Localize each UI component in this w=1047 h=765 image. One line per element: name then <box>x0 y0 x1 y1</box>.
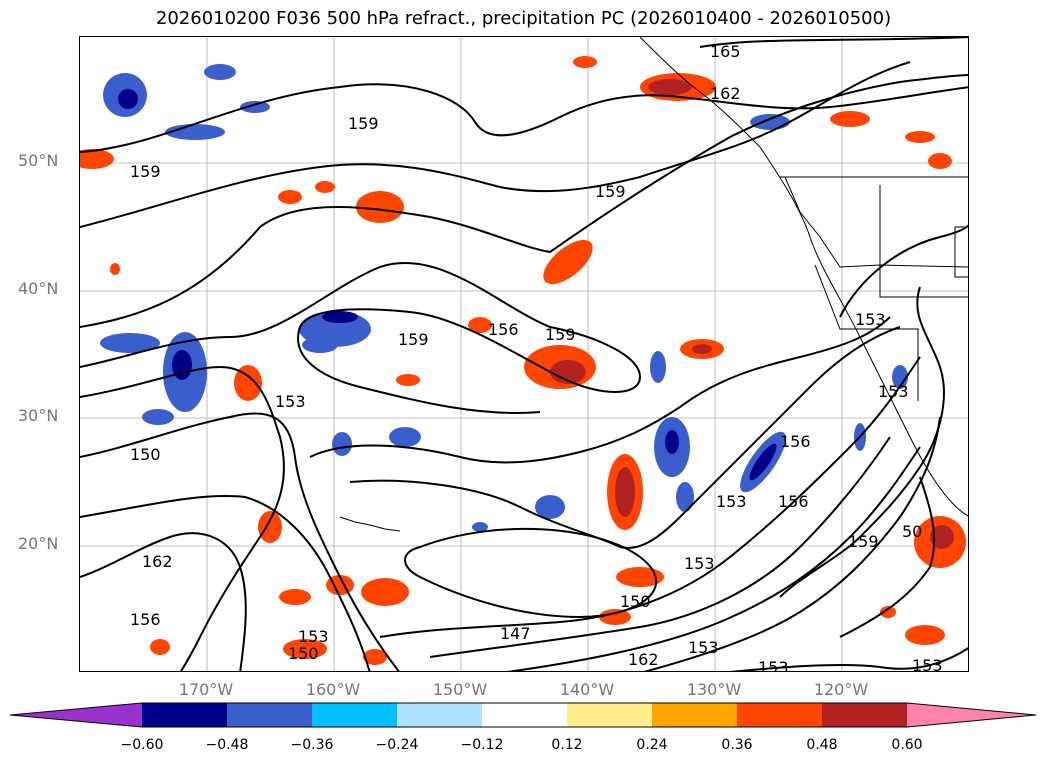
negative-precip-areas <box>100 64 908 532</box>
colorbar-segment <box>737 703 822 727</box>
contour-label: 156 <box>488 320 519 339</box>
lon-label: 130°W <box>686 680 742 699</box>
contour-label: 153 <box>855 310 886 329</box>
colorbar-tick: −0.60 <box>120 737 164 753</box>
lon-label: 140°W <box>559 680 615 699</box>
colorbar-tick: 0.24 <box>636 737 668 753</box>
contour-label: 165 <box>710 42 741 61</box>
contour-label-layer: 165 162 159 159 159 156 159 159 153 150 … <box>130 42 943 672</box>
colorbar-segment <box>142 703 227 727</box>
map-canvas: 165 162 159 159 159 156 159 159 153 150 … <box>80 37 968 672</box>
contour-label: 153 <box>758 658 789 672</box>
contour-label: 147 <box>500 624 531 643</box>
colorbar-segment <box>482 703 567 727</box>
colorbar-segment <box>652 703 737 727</box>
contour-label: 153 <box>716 492 747 511</box>
colorbar-tick: 0.48 <box>806 737 838 753</box>
positive-precip-areas <box>80 56 966 665</box>
colorbar-tick: 0.36 <box>721 737 753 753</box>
refractivity-contours <box>80 37 968 671</box>
contour-label: 153 <box>878 382 909 401</box>
colorbar-segment <box>822 703 907 727</box>
colorbar-segment <box>397 703 482 727</box>
colorbar-tick: −0.24 <box>375 737 419 753</box>
colorbar-outline <box>10 702 1036 728</box>
contour-label: 162 <box>710 84 741 103</box>
contour-label: 159 <box>545 325 576 344</box>
colorbar-segment <box>312 703 397 727</box>
contour-label: 156 <box>778 492 809 511</box>
colorbar-tick: −0.12 <box>460 737 504 753</box>
contour-label: 159 <box>595 182 626 201</box>
colorbar-segment <box>227 703 312 727</box>
contour-label: 156 <box>780 432 811 451</box>
contour-label: 150 <box>288 644 319 663</box>
map-title: 2026010200 F036 500 hPa refract., precip… <box>155 8 892 29</box>
lat-label: 40°N <box>18 279 59 298</box>
lon-label: 160°W <box>305 680 361 699</box>
contour-label: 150 <box>130 445 161 464</box>
contour-label: 162 <box>628 650 659 669</box>
colorbar-segment <box>907 703 1036 727</box>
colorbar <box>10 702 1036 728</box>
contour-label: 159 <box>348 114 379 133</box>
contour-label: 162 <box>142 552 173 571</box>
contour-label: 50 <box>902 522 922 541</box>
colorbar-tick: −0.36 <box>290 737 334 753</box>
contour-label: 153 <box>912 656 943 672</box>
contour-label: 153 <box>684 554 715 573</box>
contour-label: 153 <box>275 392 306 411</box>
map-panel: 165 162 159 159 159 156 159 159 153 150 … <box>79 36 969 672</box>
lat-label: 50°N <box>18 151 59 170</box>
coastlines <box>339 37 968 532</box>
lat-label: 30°N <box>18 406 59 425</box>
colorbar-segment <box>10 703 142 727</box>
lat-label: 20°N <box>18 534 59 553</box>
colorbar-tick: 0.12 <box>551 737 583 753</box>
contour-label: 159 <box>398 330 429 349</box>
lon-label: 120°W <box>813 680 869 699</box>
colorbar-tick: 0.60 <box>891 737 923 753</box>
contour-label: 153 <box>688 638 719 657</box>
colorbar-tick: −0.48 <box>205 737 249 753</box>
contour-label: 153 <box>298 627 329 646</box>
lon-label: 150°W <box>432 680 488 699</box>
contour-label: 150 <box>620 592 651 611</box>
contour-label: 159 <box>130 162 161 181</box>
contour-label: 159 <box>848 532 879 551</box>
colorbar-segment <box>567 703 652 727</box>
lon-label: 170°W <box>178 680 234 699</box>
contour-label: 156 <box>130 610 161 629</box>
